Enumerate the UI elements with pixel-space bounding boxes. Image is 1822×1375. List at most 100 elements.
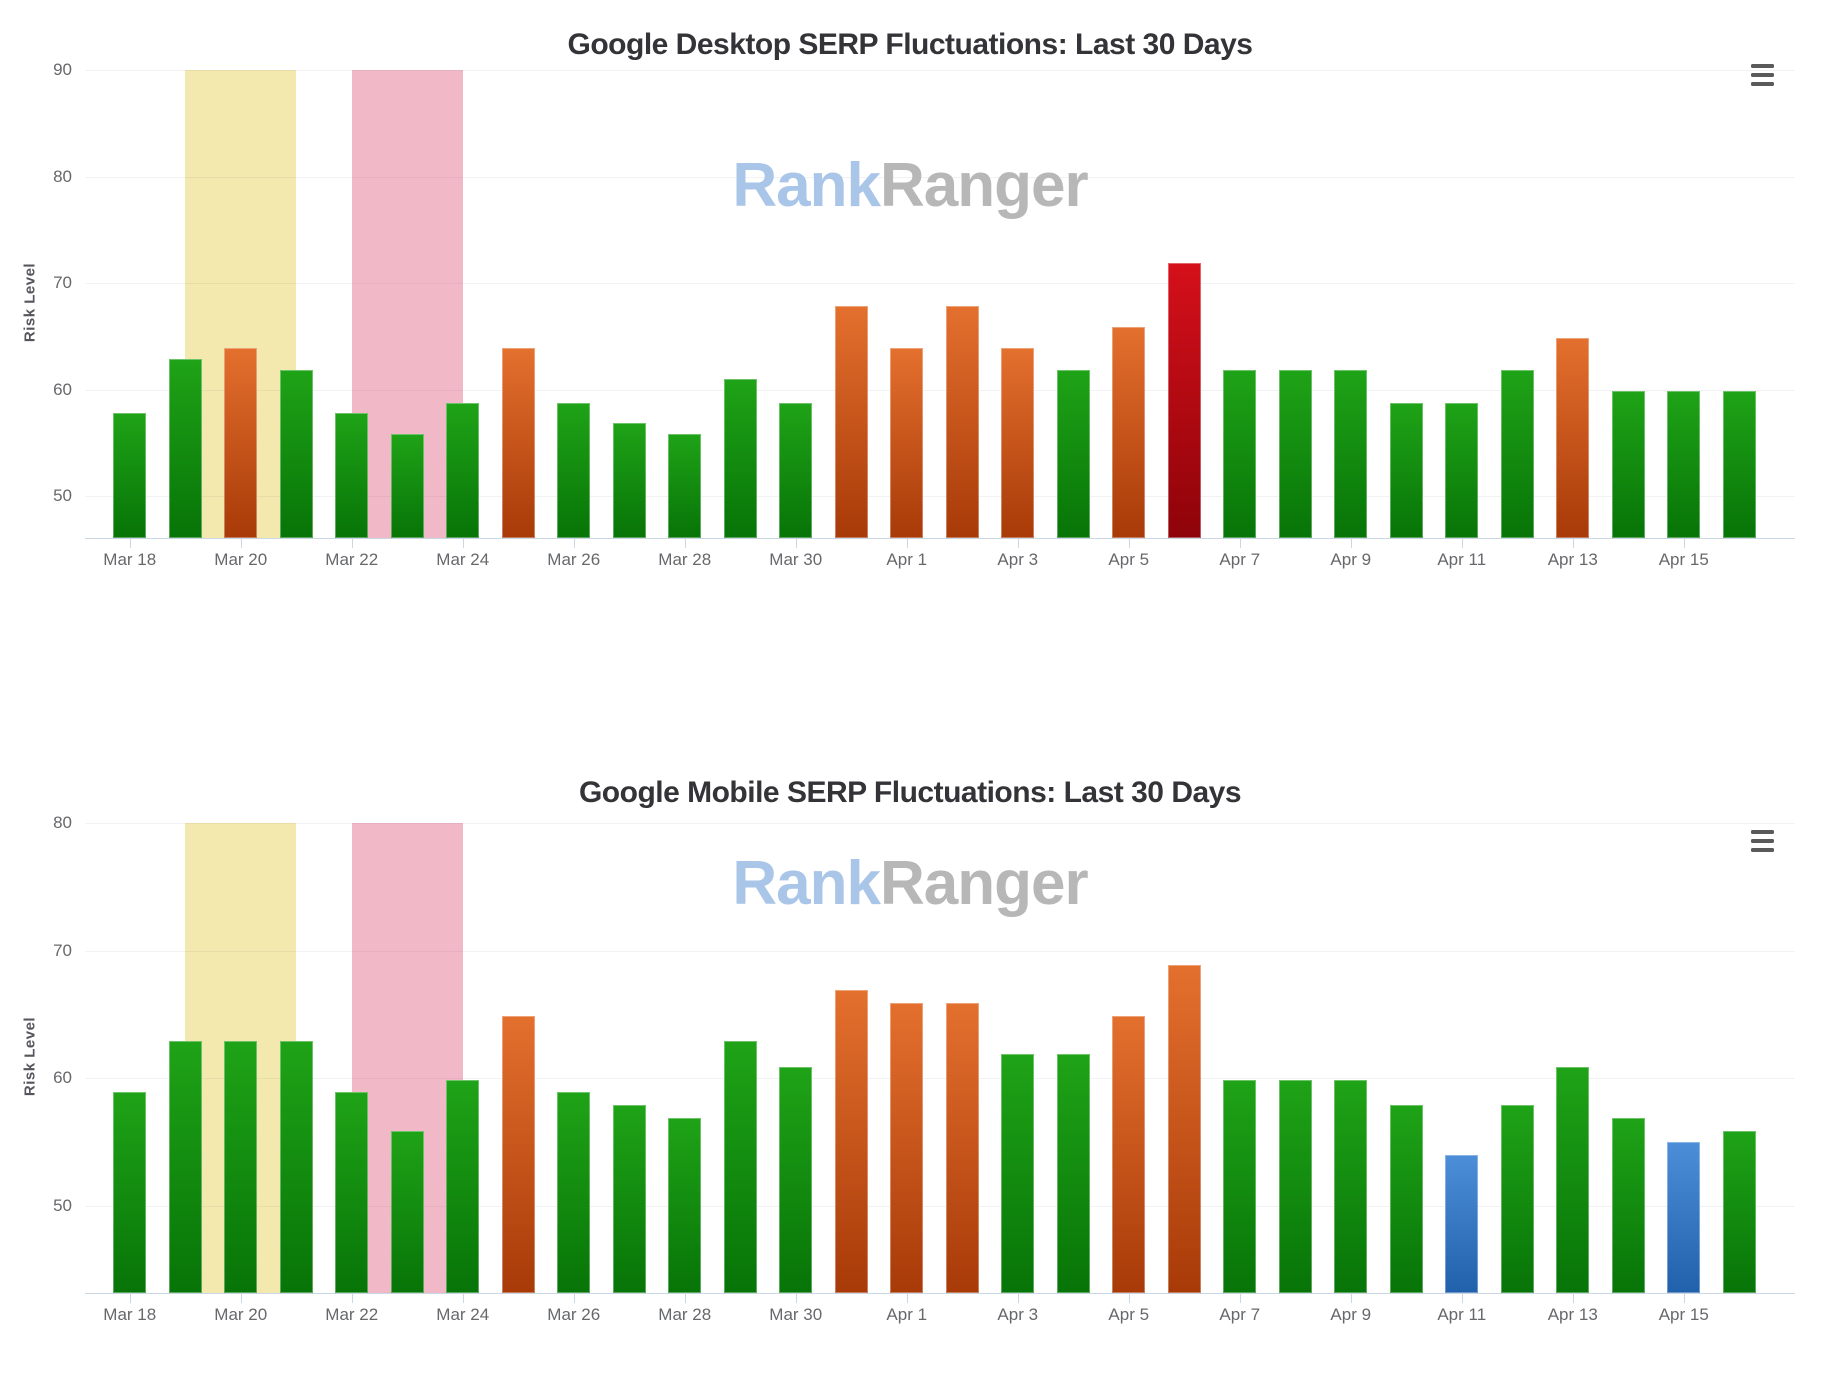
risk-bar-apr-2[interactable] bbox=[945, 305, 979, 538]
risk-bar-apr-16[interactable] bbox=[1722, 1130, 1756, 1293]
risk-bar-mar-18[interactable] bbox=[113, 413, 147, 538]
risk-bar-mar-29[interactable] bbox=[723, 1041, 757, 1293]
risk-bar-mar-29[interactable] bbox=[723, 379, 757, 538]
watermark-ranger-text: Ranger bbox=[880, 151, 1089, 220]
risk-bar-mar-30[interactable] bbox=[779, 1066, 813, 1293]
risk-bar-mar-20[interactable] bbox=[224, 1041, 258, 1293]
x-axis-tickmark bbox=[1572, 1293, 1574, 1303]
y-axis-tick-label: 70 bbox=[53, 940, 72, 960]
x-axis-date-label: Apr 5 bbox=[1108, 1305, 1150, 1324]
watermark-rank-text: Rank bbox=[732, 849, 881, 918]
risk-bar-apr-16[interactable] bbox=[1722, 390, 1756, 538]
risk-bar-mar-27[interactable] bbox=[612, 1105, 646, 1293]
x-axis-tickmark bbox=[1239, 538, 1241, 548]
risk-bar-mar-26[interactable] bbox=[557, 402, 591, 538]
risk-bar-apr-9[interactable] bbox=[1334, 1079, 1368, 1293]
risk-bar-apr-3[interactable] bbox=[1001, 1054, 1035, 1293]
x-axis-tickmark bbox=[1683, 1293, 1685, 1303]
x-axis-tickmark bbox=[573, 1293, 575, 1303]
x-axis-date-label: Apr 11 bbox=[1437, 550, 1487, 569]
risk-bar-mar-25[interactable] bbox=[501, 348, 535, 538]
risk-bar-mar-23[interactable] bbox=[390, 433, 424, 538]
chart-context-menu-button[interactable] bbox=[1751, 64, 1777, 86]
risk-bar-apr-9[interactable] bbox=[1334, 369, 1368, 538]
risk-bar-apr-11[interactable] bbox=[1445, 402, 1479, 538]
x-axis-tickmark bbox=[1017, 1293, 1019, 1303]
risk-bar-apr-3[interactable] bbox=[1001, 348, 1035, 538]
x-axis-date-label: Apr 13 bbox=[1547, 550, 1598, 569]
risk-bar-mar-21[interactable] bbox=[279, 369, 313, 538]
risk-bar-mar-31[interactable] bbox=[834, 990, 868, 1293]
y-gridline bbox=[85, 283, 1795, 285]
x-axis-tickmark bbox=[240, 538, 242, 548]
risk-bar-apr-8[interactable] bbox=[1278, 369, 1312, 538]
x-axis-tickmark bbox=[1572, 538, 1574, 548]
risk-bar-mar-21[interactable] bbox=[279, 1041, 313, 1293]
risk-bar-apr-13[interactable] bbox=[1556, 1066, 1590, 1293]
risk-bar-mar-28[interactable] bbox=[668, 1118, 702, 1293]
risk-bar-apr-5[interactable] bbox=[1112, 1015, 1146, 1293]
risk-bar-mar-31[interactable] bbox=[834, 305, 868, 538]
risk-bar-apr-1[interactable] bbox=[890, 348, 924, 538]
risk-bar-mar-27[interactable] bbox=[612, 422, 646, 538]
risk-bar-mar-23[interactable] bbox=[390, 1130, 424, 1293]
risk-bar-mar-22[interactable] bbox=[335, 1092, 369, 1293]
rankranger-watermark-logo: RankRanger bbox=[30, 150, 1790, 221]
risk-bar-apr-6[interactable] bbox=[1167, 964, 1201, 1293]
x-axis-date-label: Mar 30 bbox=[769, 550, 823, 569]
x-axis-tickmark bbox=[906, 1293, 908, 1303]
y-axis-tick-label: 80 bbox=[53, 813, 72, 832]
risk-bar-apr-7[interactable] bbox=[1223, 369, 1257, 538]
x-axis-line bbox=[85, 1293, 1795, 1294]
x-axis-tickmark bbox=[1017, 538, 1019, 548]
x-axis-tickmark bbox=[684, 538, 686, 548]
risk-bar-apr-4[interactable] bbox=[1056, 369, 1090, 538]
risk-bar-apr-7[interactable] bbox=[1223, 1079, 1257, 1293]
risk-bar-mar-18[interactable] bbox=[113, 1092, 147, 1293]
y-gridline bbox=[85, 389, 1795, 391]
x-axis-date-label: Mar 22 bbox=[325, 1305, 379, 1324]
x-axis-tickmark bbox=[795, 1293, 797, 1303]
risk-bar-mar-22[interactable] bbox=[335, 413, 369, 538]
y-axis-tick-label: 60 bbox=[53, 379, 72, 399]
risk-bar-mar-19[interactable] bbox=[168, 1041, 202, 1293]
chart-context-menu-button[interactable] bbox=[1751, 830, 1777, 852]
risk-bar-apr-2[interactable] bbox=[945, 1003, 979, 1293]
risk-bar-apr-13[interactable] bbox=[1556, 337, 1590, 538]
risk-bar-apr-15[interactable] bbox=[1667, 390, 1701, 538]
risk-bar-mar-24[interactable] bbox=[446, 402, 480, 538]
x-axis-tickmark bbox=[462, 1293, 464, 1303]
y-gridline bbox=[85, 950, 1795, 952]
risk-bar-apr-15[interactable] bbox=[1667, 1142, 1701, 1293]
risk-bar-mar-30[interactable] bbox=[779, 402, 813, 538]
risk-bar-apr-14[interactable] bbox=[1611, 1118, 1645, 1293]
risk-bar-apr-14[interactable] bbox=[1611, 390, 1645, 538]
x-axis-date-label: Apr 3 bbox=[997, 1305, 1039, 1324]
risk-bar-apr-5[interactable] bbox=[1112, 326, 1146, 538]
risk-bar-apr-8[interactable] bbox=[1278, 1079, 1312, 1293]
risk-bar-apr-1[interactable] bbox=[890, 1003, 924, 1293]
risk-bar-apr-12[interactable] bbox=[1500, 1105, 1534, 1293]
risk-bar-mar-24[interactable] bbox=[446, 1079, 480, 1293]
risk-bar-mar-28[interactable] bbox=[668, 433, 702, 538]
risk-bar-mar-20[interactable] bbox=[224, 348, 258, 538]
risk-bar-apr-6[interactable] bbox=[1167, 262, 1201, 538]
risk-bar-apr-10[interactable] bbox=[1389, 1105, 1423, 1293]
risk-bar-apr-11[interactable] bbox=[1445, 1155, 1479, 1293]
risk-bar-mar-25[interactable] bbox=[501, 1015, 535, 1293]
x-axis-tickmark bbox=[795, 538, 797, 548]
risk-bar-apr-12[interactable] bbox=[1500, 369, 1534, 538]
x-axis-tickmark bbox=[1350, 538, 1352, 548]
rankranger-watermark-logo: RankRanger bbox=[30, 848, 1790, 919]
risk-bar-mar-26[interactable] bbox=[557, 1092, 591, 1293]
x-axis-tickmark bbox=[1128, 1293, 1130, 1303]
x-axis-tickmark bbox=[351, 538, 353, 548]
x-axis-date-label: Mar 28 bbox=[658, 1305, 712, 1324]
risk-bar-apr-4[interactable] bbox=[1056, 1054, 1090, 1293]
x-axis-tickmark bbox=[129, 538, 131, 548]
risk-bar-mar-19[interactable] bbox=[168, 358, 202, 538]
risk-bar-apr-10[interactable] bbox=[1389, 402, 1423, 538]
x-axis-tickmark bbox=[906, 538, 908, 548]
x-axis-tickmark bbox=[1128, 538, 1130, 548]
